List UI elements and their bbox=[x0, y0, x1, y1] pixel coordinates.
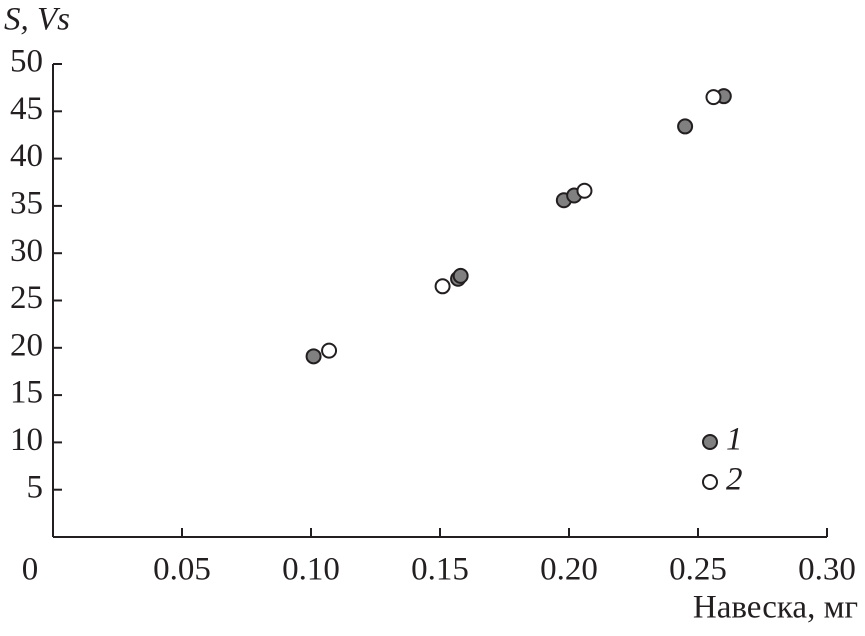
point bbox=[305, 348, 322, 365]
x-tick-label: 0.20 bbox=[540, 552, 598, 588]
y-tick-label: 45 bbox=[10, 91, 43, 127]
y-tick-label: 15 bbox=[10, 375, 43, 411]
y-tick-label: 20 bbox=[10, 327, 43, 363]
legend-label: 2 bbox=[726, 462, 743, 498]
y-tick-label: 30 bbox=[10, 233, 43, 269]
point bbox=[321, 342, 338, 359]
point bbox=[705, 89, 722, 106]
x-tick-label: 0 bbox=[22, 552, 39, 588]
x-axis-title: Навеска, мг bbox=[693, 590, 858, 626]
point bbox=[434, 278, 451, 295]
y-axis-title: S, Vs bbox=[4, 2, 70, 38]
y-tick-label: 10 bbox=[10, 422, 43, 458]
x-tick-label: 0.10 bbox=[282, 552, 340, 588]
y-tick-label: 40 bbox=[10, 138, 43, 174]
legend-marker bbox=[702, 474, 718, 490]
x-tick-label: 0.25 bbox=[669, 552, 727, 588]
x-tick-label: 0.15 bbox=[411, 552, 469, 588]
point bbox=[576, 182, 593, 199]
y-tick-label: 35 bbox=[10, 185, 43, 221]
point bbox=[452, 267, 469, 284]
legend-label: 1 bbox=[726, 422, 743, 458]
x-tick-label: 0.30 bbox=[798, 552, 856, 588]
legend-marker bbox=[702, 434, 718, 450]
point bbox=[677, 118, 694, 135]
x-tick-label: 0.05 bbox=[153, 552, 211, 588]
y-tick-label: 25 bbox=[10, 280, 43, 316]
y-tick-label: 50 bbox=[10, 44, 43, 80]
y-tick-label: 5 bbox=[27, 469, 44, 505]
